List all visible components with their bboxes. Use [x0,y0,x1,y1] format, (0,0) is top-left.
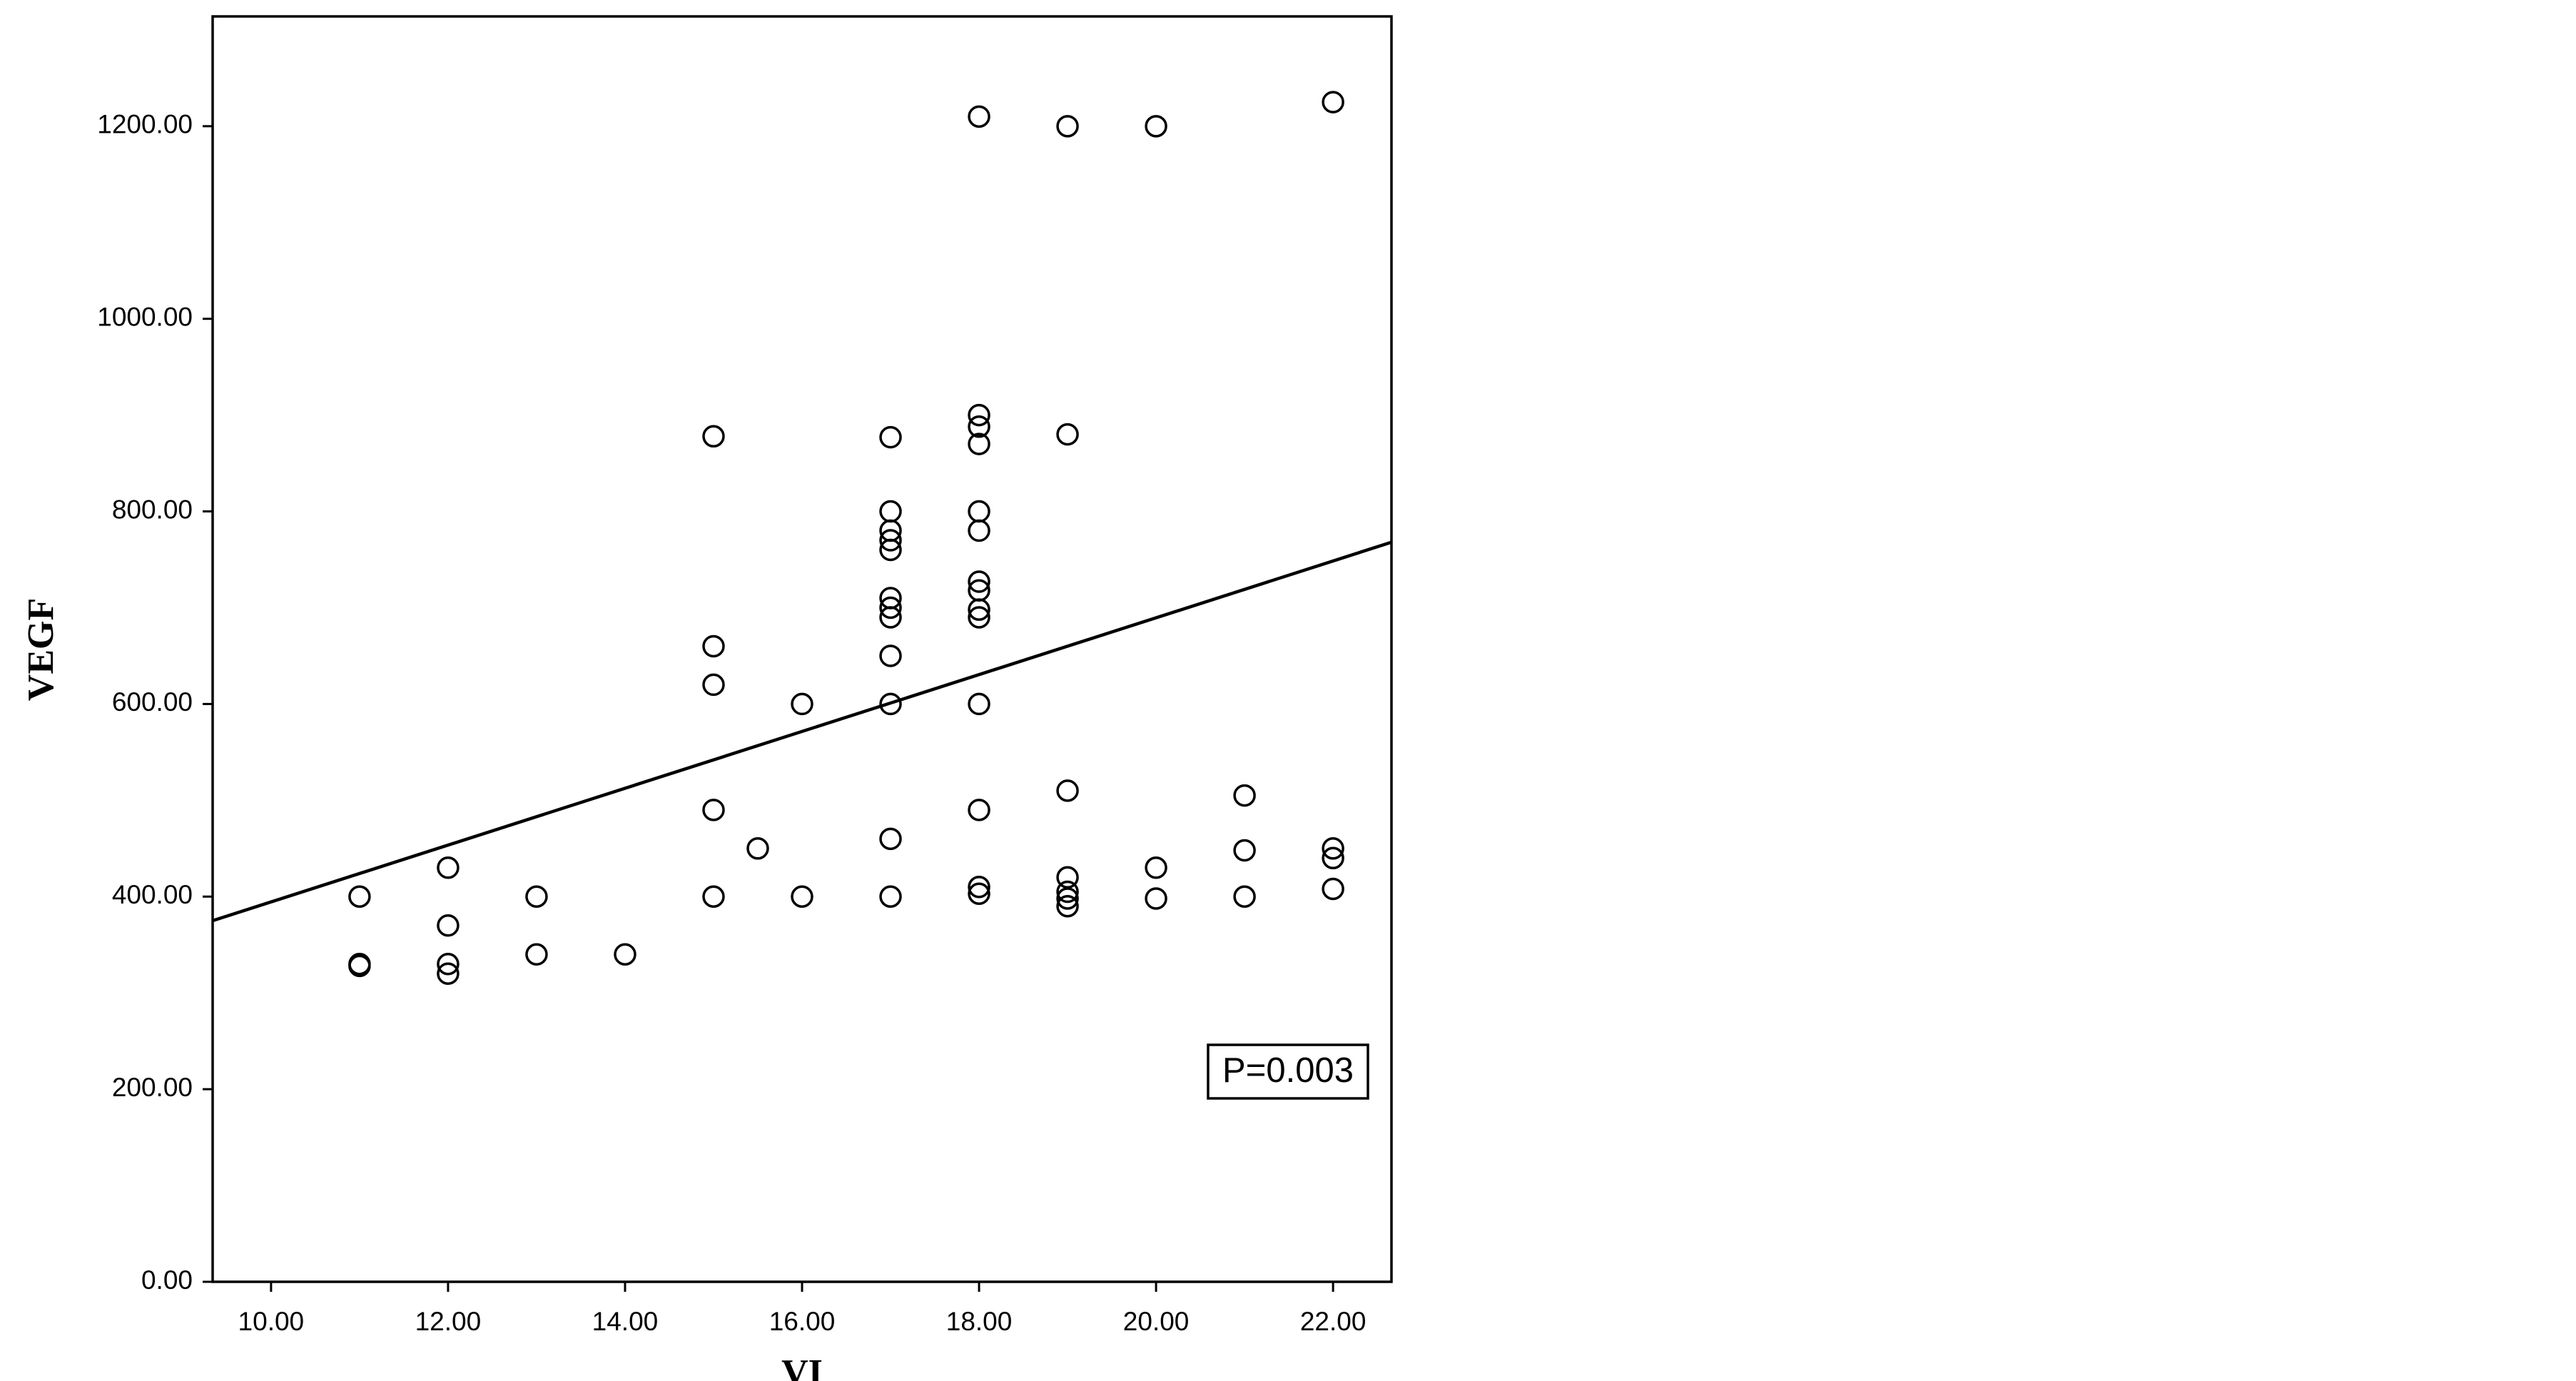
point [1322,846,1344,870]
point [879,692,902,716]
point [968,105,990,128]
point [1322,837,1344,860]
point [702,799,725,821]
point [791,885,813,909]
point [702,673,725,697]
point [614,943,637,966]
point [1322,877,1344,901]
point [968,519,990,542]
point [968,799,990,821]
point [879,596,902,619]
y-tick-label: 0.00 [141,1265,193,1295]
fit-line [212,540,1392,923]
annotation-box [1207,1043,1369,1100]
point [1233,885,1256,909]
annotation: P=0.003 [1222,1051,1354,1090]
y-tick-label: 400.00 [112,880,193,909]
point [1145,115,1167,138]
point [879,500,902,523]
point [1056,887,1079,910]
point [968,692,990,716]
point [968,876,990,899]
point [1145,887,1167,910]
point [879,606,902,629]
point [1056,895,1079,918]
point [968,882,990,905]
point [968,570,990,593]
point [348,885,371,909]
x-axis-label: VI [781,1352,823,1381]
point [968,415,990,438]
x-tick-label: 16.00 [769,1307,836,1336]
point [879,885,902,909]
x-tick-label: 12.00 [415,1307,482,1336]
point [525,943,548,966]
point [1056,880,1079,904]
point [437,914,460,937]
y-tick-label: 800.00 [112,495,193,524]
point [437,952,460,976]
point [879,644,902,667]
point [1056,423,1079,446]
x-tick-label: 22.00 [1300,1307,1366,1336]
point [968,598,990,621]
point [968,606,990,629]
point [525,885,548,909]
point [879,529,902,552]
point [437,962,460,985]
y-tick-label: 600.00 [112,687,193,717]
point [879,827,902,851]
point [968,432,990,455]
x-tick-label: 10.00 [238,1307,305,1336]
x-tick-label: 18.00 [946,1307,1013,1336]
point [968,403,990,427]
y-tick-label: 1000.00 [97,302,193,331]
point [879,425,902,449]
x-tick-label: 14.00 [592,1307,659,1336]
point [1233,839,1256,862]
point [791,692,813,716]
point [437,856,460,879]
y-tick-label: 1200.00 [97,110,193,139]
point [968,500,990,523]
point [702,634,725,658]
x-tick-label: 20.00 [1123,1307,1190,1336]
point [879,538,902,562]
y-axis-label: VEGF [21,598,61,701]
point [1056,779,1079,802]
point [1145,856,1167,879]
point [746,837,769,860]
point [1233,784,1256,807]
point [702,885,725,909]
point [348,954,371,978]
y-tick-label: 200.00 [112,1073,193,1102]
point [1322,91,1344,113]
point [702,425,725,448]
point [1056,115,1079,138]
